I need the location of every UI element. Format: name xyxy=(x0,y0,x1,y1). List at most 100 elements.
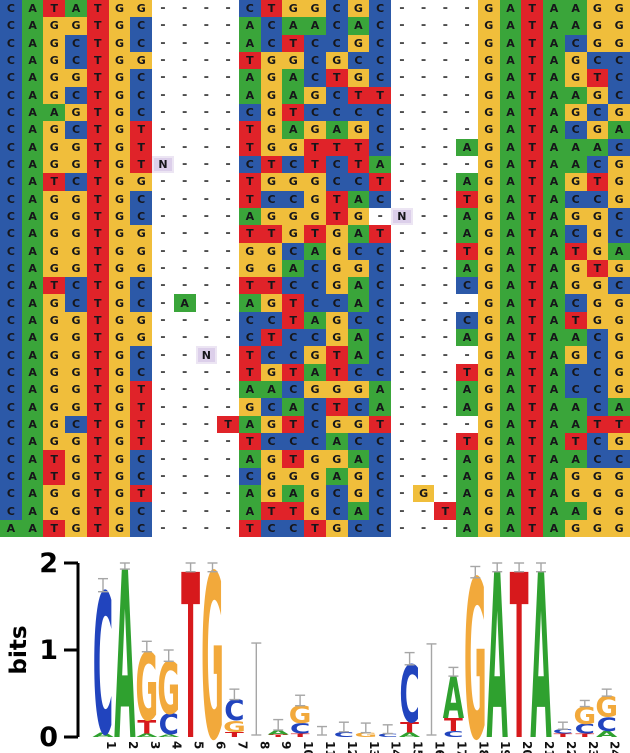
alignment-cell-C: C xyxy=(282,329,305,347)
alignment-cell-T: T xyxy=(521,34,544,52)
gap-cell: - xyxy=(434,86,457,104)
gap-cell: - xyxy=(195,207,218,226)
alignment-cell-A: A xyxy=(543,225,565,243)
x-tick-label: 4 xyxy=(170,741,184,749)
gap-cell: - xyxy=(391,329,413,347)
logo-letter-C: C xyxy=(597,713,617,736)
alignment-cell-T: T xyxy=(521,86,544,104)
gap-cell: - xyxy=(173,277,196,295)
alignment-cell-G: G xyxy=(608,433,630,451)
gap-cell: - xyxy=(173,103,196,122)
alignment-cell-A: A xyxy=(347,346,370,364)
alignment-cell-C: C xyxy=(65,34,87,52)
alignment-cell-C: C xyxy=(347,398,370,416)
alignment-cell-C: C xyxy=(282,277,305,295)
alignment-cell-T: T xyxy=(86,51,109,70)
alignment-cell-G: G xyxy=(347,259,370,278)
gap-cell: - xyxy=(434,381,457,399)
alignment-cell-T: T xyxy=(586,259,609,278)
gap-cell: - xyxy=(217,467,239,486)
logo-letter-T: T xyxy=(575,733,595,739)
alignment-cell-G: G xyxy=(304,450,326,468)
gap-cell: - xyxy=(217,0,239,18)
alignment-cell-T: T xyxy=(521,138,544,156)
gap-cell: - xyxy=(152,502,174,520)
alignment-cell-A: A xyxy=(369,381,392,399)
alignment-cell-A: A xyxy=(564,138,587,156)
alignment-cell-A: A xyxy=(238,381,261,399)
alignment-cell-C: C xyxy=(608,138,630,156)
alignment-cell-A: A xyxy=(21,121,44,139)
alignment-cell-C: C xyxy=(0,0,22,18)
alignment-cell-G: G xyxy=(43,381,66,399)
alignment-cell-G: G xyxy=(477,433,500,451)
alignment-cell-A: A xyxy=(21,398,44,416)
alignment-cell-C: C xyxy=(0,34,22,52)
gap-cell: - xyxy=(217,294,239,312)
alignment-cell-T: T xyxy=(238,519,261,537)
alignment-cell-A: A xyxy=(543,450,565,468)
alignment-cell-G: G xyxy=(65,190,87,208)
gap-cell: - xyxy=(152,381,174,399)
gap-cell: - xyxy=(391,277,413,295)
gap-cell: - xyxy=(412,121,435,139)
alignment-cell-T: T xyxy=(43,450,66,468)
alignment-cell-A: A xyxy=(499,155,522,174)
alignment-cell-A: A xyxy=(238,17,261,35)
alignment-cell-T: T xyxy=(521,433,544,451)
alignment-cell-G: G xyxy=(65,138,87,156)
gap-cell: - xyxy=(456,346,478,364)
alignment-cell-C: C xyxy=(586,155,609,174)
alignment-cell-A: A xyxy=(499,69,522,87)
alignment-cell-T: T xyxy=(260,329,283,347)
alignment-cell-G: G xyxy=(282,0,305,18)
gap-cell: - xyxy=(195,0,218,18)
alignment-cell-G: G xyxy=(477,277,500,295)
alignment-cell-C: C xyxy=(304,415,326,434)
alignment-cell-G: G xyxy=(108,467,131,486)
gap-cell: - xyxy=(217,433,239,451)
alignment-cell-G: G xyxy=(260,103,283,122)
alignment-cell-T: T xyxy=(456,433,478,451)
alignment-cell-G: G xyxy=(347,0,370,18)
logo-letter-A: A xyxy=(596,729,618,739)
gap-cell: - xyxy=(412,173,435,191)
logo-letter-A: A xyxy=(443,664,465,732)
alignment-cell-A: A xyxy=(282,17,305,35)
alignment-cell-T: T xyxy=(521,121,544,139)
alignment-cell-C: C xyxy=(369,69,392,87)
alignment-cell-T: T xyxy=(434,502,457,520)
alignment-cell-A: A xyxy=(282,398,305,416)
alignment-cell-C: C xyxy=(65,277,87,295)
gap-cell: - xyxy=(412,34,435,52)
alignment-cell-A: A xyxy=(456,138,478,156)
alignment-cell-A: A xyxy=(21,190,44,208)
alignment-cell-A: A xyxy=(456,259,478,278)
gap-cell: - xyxy=(434,138,457,156)
gap-cell: - xyxy=(217,155,239,174)
alignment-cell-G: G xyxy=(43,69,66,87)
alignment-cell-C: C xyxy=(369,519,392,537)
alignment-cell-A: A xyxy=(456,381,478,399)
alignment-cell-C: C xyxy=(347,311,370,330)
gap-cell: - xyxy=(412,294,435,312)
gap-cell: - xyxy=(152,121,174,139)
alignment-cell-G: G xyxy=(586,207,609,226)
gap-cell: - xyxy=(412,519,435,537)
alignment-cell-A: A xyxy=(21,103,44,122)
alignment-cell-T: T xyxy=(260,0,283,18)
alignment-cell-T: T xyxy=(282,450,305,468)
alignment-cell-G: G xyxy=(608,190,630,208)
alignment-cell-G: G xyxy=(564,259,587,278)
alignment-cell-G: G xyxy=(108,502,131,520)
alignment-cell-G: G xyxy=(586,311,609,330)
gap-cell: - xyxy=(217,398,239,416)
alignment-cell-C: C xyxy=(369,467,392,486)
logo-letter-C: C xyxy=(553,728,573,735)
alignment-cell-G: G xyxy=(477,51,500,70)
alignment-cell-T: T xyxy=(282,502,305,520)
alignment-cell-A: A xyxy=(325,121,348,139)
alignment-cell-C: C xyxy=(130,34,153,52)
alignment-cell-T: T xyxy=(238,346,261,364)
alignment-cell-C: C xyxy=(260,34,283,52)
